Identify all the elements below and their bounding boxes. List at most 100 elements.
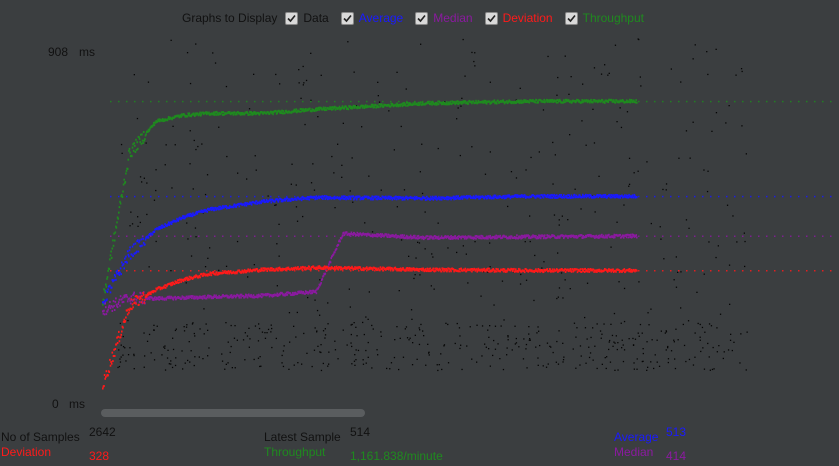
data-point	[614, 369, 616, 371]
average-point	[323, 195, 326, 197]
average-point	[338, 197, 340, 200]
throughput-point	[290, 111, 293, 114]
median-reference-dot	[294, 235, 296, 237]
deviation-reference-dot	[662, 270, 664, 272]
throughput-point	[523, 99, 526, 102]
average-point	[180, 218, 182, 221]
throughput-point	[522, 100, 524, 103]
data-point	[371, 324, 373, 327]
median-point	[174, 295, 176, 298]
median-checkbox[interactable]	[415, 11, 429, 25]
throughput-point	[124, 181, 127, 183]
data-point	[327, 302, 329, 304]
data-point	[454, 342, 456, 345]
throughput-point	[442, 103, 444, 105]
data-point	[393, 356, 396, 359]
average-point	[431, 197, 433, 200]
data-points	[117, 38, 748, 372]
average-reference-dot	[278, 195, 280, 198]
data-point	[675, 256, 677, 258]
average-point	[127, 253, 130, 256]
median-point	[533, 234, 536, 237]
median-point	[284, 294, 286, 297]
data-point	[164, 369, 167, 371]
median-series	[102, 231, 832, 316]
average-point	[249, 201, 251, 204]
data-point	[244, 332, 246, 334]
data-point	[485, 346, 487, 348]
deviation-point	[398, 269, 400, 272]
throughput-point	[428, 100, 430, 103]
throughput-point	[106, 277, 108, 280]
data-option[interactable]: Data	[285, 11, 329, 25]
median-point	[509, 237, 512, 240]
deviation-point	[502, 268, 505, 270]
deviation-reference-dot	[222, 270, 224, 272]
throughput-point	[105, 283, 107, 286]
median-reference-dot	[110, 235, 112, 237]
average-point	[612, 195, 615, 198]
throughput-point	[334, 108, 337, 111]
deviation-checkbox[interactable]	[484, 11, 498, 25]
data-point	[538, 151, 540, 153]
median-point	[619, 233, 621, 236]
horizontal-scrollbar[interactable]	[101, 409, 365, 417]
average-point	[320, 196, 322, 198]
throughput-point	[116, 216, 119, 219]
deviation-option[interactable]: Deviation	[484, 11, 553, 25]
throughput-reference-dot	[822, 100, 824, 103]
throughput-checkbox[interactable]	[564, 11, 578, 25]
throughput-point	[366, 104, 369, 107]
deviation-point	[162, 286, 165, 289]
average-point	[431, 195, 434, 198]
median-point	[389, 235, 392, 238]
data-point	[291, 163, 293, 165]
average-point	[344, 197, 347, 200]
data-point	[588, 356, 591, 359]
data-point	[163, 346, 165, 348]
throughput-option[interactable]: Throughput	[564, 11, 644, 25]
average-point	[615, 195, 618, 198]
data-point	[471, 51, 473, 54]
data-point	[522, 358, 525, 360]
median-point	[520, 234, 523, 237]
median-point	[306, 291, 309, 294]
data-point	[288, 368, 290, 370]
throughput-point	[214, 112, 216, 115]
data-checkbox[interactable]	[285, 11, 299, 25]
deviation-point	[555, 269, 557, 272]
data-point	[225, 363, 227, 365]
median-option[interactable]: Median	[415, 11, 473, 25]
average-point	[429, 198, 432, 201]
median-point	[519, 236, 522, 239]
average-point	[146, 236, 149, 239]
throughput-point	[233, 111, 236, 114]
median-point	[329, 261, 332, 264]
data-point	[678, 157, 680, 159]
data-point	[634, 338, 637, 340]
median-point	[478, 235, 481, 238]
average-point	[116, 269, 119, 272]
median-point	[440, 236, 442, 239]
average-checkbox[interactable]	[340, 11, 354, 25]
data-point	[707, 170, 709, 172]
deviation-point	[439, 268, 442, 271]
average-point	[555, 194, 558, 197]
throughput-point	[633, 99, 635, 102]
average-point	[129, 246, 131, 249]
median-point	[148, 296, 150, 299]
deviation-reference-dot	[774, 270, 776, 272]
deviation-point	[297, 266, 299, 268]
throughput-point	[110, 256, 113, 259]
deviation-point	[453, 270, 455, 273]
throughput-point	[456, 102, 458, 105]
average-point	[376, 198, 379, 201]
average-point	[113, 279, 115, 282]
median-point	[348, 232, 350, 235]
average-point	[577, 196, 580, 199]
average-option[interactable]: Average	[340, 11, 403, 25]
median-point	[252, 294, 255, 297]
throughput-option-label: Throughput	[582, 11, 644, 25]
y-axis-min-unit: ms	[69, 397, 85, 411]
data-point	[276, 243, 278, 245]
